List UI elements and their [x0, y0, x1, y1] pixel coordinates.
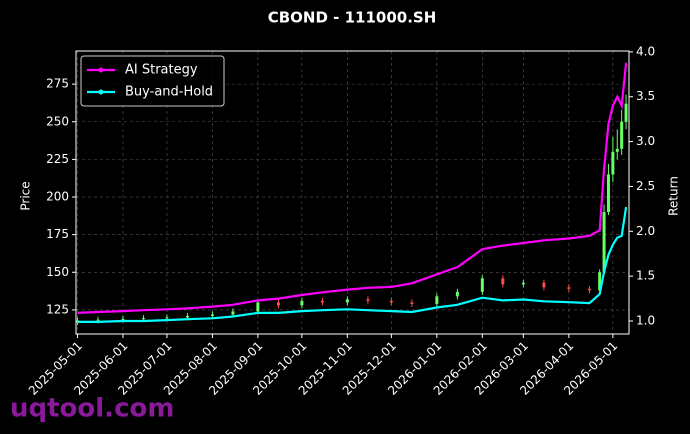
y-tick-label: 200	[46, 190, 69, 204]
candle-body	[542, 282, 546, 288]
candle-body	[606, 174, 610, 213]
y2-tick-label: 1.0	[636, 313, 655, 327]
return-line	[77, 206, 628, 323]
candle-body	[624, 103, 628, 122]
candle-body	[521, 282, 525, 285]
candle-body	[366, 299, 370, 301]
candle-body	[598, 272, 602, 291]
y-tick-label: 150	[46, 265, 69, 279]
y2-tick-label: 2.5	[636, 179, 655, 193]
candle-body	[210, 314, 214, 316]
candle-body	[231, 311, 235, 315]
y-tick-label: 125	[46, 302, 69, 316]
legend-label: Buy-and-Hold	[125, 85, 213, 100]
candle-body	[389, 300, 393, 303]
y2-axis-label: Return	[667, 176, 681, 216]
return-line	[77, 62, 628, 314]
candle-body	[256, 302, 260, 312]
y2-tick-label: 2.0	[636, 224, 655, 238]
legend-box	[80, 55, 225, 107]
candle-body	[141, 318, 145, 320]
y2-tick-label: 3.5	[636, 89, 655, 103]
watermark: uqtool.com	[10, 394, 174, 424]
candle-body	[611, 151, 615, 175]
legend-marker	[98, 67, 104, 73]
legend-label: AI Strategy	[125, 63, 198, 78]
candle-body	[185, 315, 189, 318]
legend-marker	[98, 89, 104, 95]
y-tick-label: 225	[46, 152, 69, 166]
y-tick-label: 175	[46, 227, 69, 241]
candle-body	[300, 300, 304, 306]
y2-tick-label: 1.5	[636, 269, 655, 283]
candle-body	[410, 302, 414, 304]
candle-body	[501, 278, 505, 285]
candle-body	[276, 302, 280, 306]
candle-body	[615, 148, 619, 152]
candle-body	[121, 318, 125, 320]
y2-tick-label: 3.0	[636, 134, 655, 148]
candle-body	[345, 299, 349, 303]
candle-body	[75, 320, 79, 322]
plot-frame	[75, 50, 630, 335]
candle-body	[435, 296, 439, 304]
candle-body	[480, 278, 484, 292]
candle-body	[320, 300, 324, 303]
candle-body	[567, 287, 571, 289]
candle-body	[455, 291, 459, 297]
y-axis-label: Price	[19, 181, 33, 210]
candle-body	[620, 121, 624, 149]
y2-tick-label: 4.0	[636, 44, 655, 58]
candle-body	[602, 212, 606, 273]
candle-body	[96, 319, 100, 321]
candle-body	[165, 317, 169, 319]
chart-title: CBOND - 111000.SH	[268, 9, 437, 27]
candle-body	[587, 288, 591, 291]
y-tick-label: 250	[46, 114, 69, 128]
y-tick-label: 275	[46, 77, 69, 91]
